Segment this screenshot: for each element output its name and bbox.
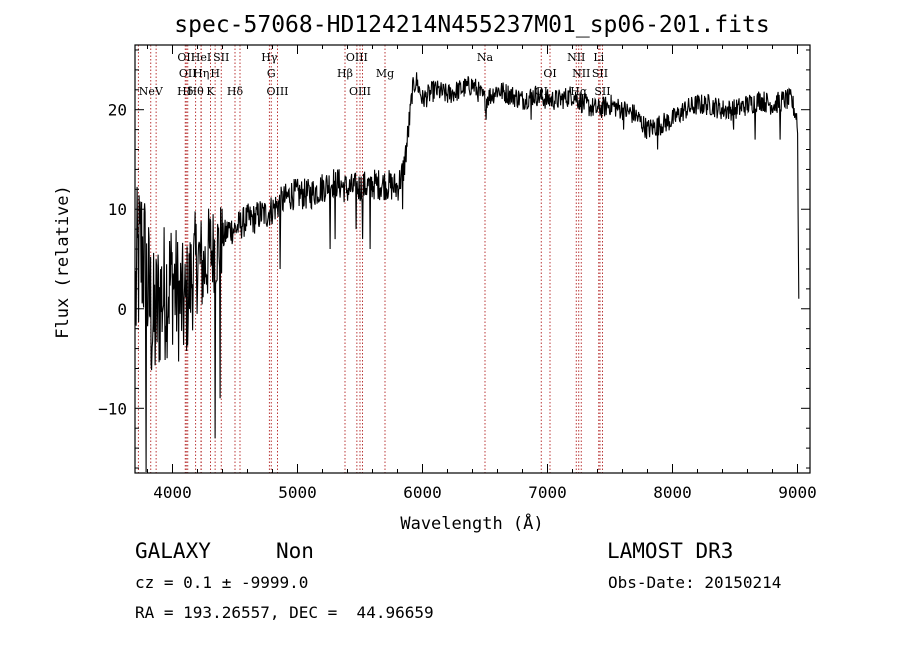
coordinates-readout: RA = 193.26557, DEC = 44.96659 — [135, 603, 434, 622]
spectral-line-label: SII — [594, 85, 610, 98]
spectral-line-label: H — [210, 67, 220, 80]
spectral-line-label: G — [267, 67, 276, 80]
spectral-line-label: OII — [179, 67, 197, 80]
spectral-line-label: SII — [592, 67, 608, 80]
plot-frame — [134, 44, 811, 474]
x-tick-label: 4000 — [153, 483, 192, 502]
spectral-line-label: Na — [477, 51, 494, 64]
survey-label: LAMOST DR3 — [607, 539, 734, 563]
spectral-line-label: NII — [572, 67, 590, 80]
spectral-line-label: NeV — [139, 85, 164, 98]
spectral-line-label: Li — [593, 51, 604, 64]
y-tick-label: 10 — [108, 200, 127, 219]
x-axis: 4000 5000 6000 7000 8000 9000 — [147, 45, 817, 502]
spectral-line-label: OIII — [346, 51, 368, 64]
spectral-line-label: Hθ — [188, 85, 205, 98]
y-axis-label: Flux (relative) — [53, 185, 73, 339]
spectral-line-labels: NeV Hδ OII OII Hθ HeI Hη KH SII Hδ Hγ G OIII Hβ OIII OI… — [139, 51, 611, 98]
spectral-line-label: Hδ — [177, 85, 194, 98]
redshift-readout: cz = 0.1 ± -9999.0 — [135, 573, 309, 592]
chart-title: spec-57068-HD124214N455237M01_sp06-201.f… — [174, 12, 769, 38]
spectral-line-label: Hγ — [261, 51, 278, 64]
y-axis: −10 0 10 20 — [98, 49, 810, 469]
x-tick-label: 8000 — [653, 483, 692, 502]
x-tick-label: 7000 — [528, 483, 567, 502]
spectral-line-label: OIII — [349, 85, 371, 98]
subclass-label: Non — [276, 539, 314, 563]
spectral-line-label: SII — [213, 51, 229, 64]
spectral-line-label: Hβ — [337, 67, 353, 80]
y-tick-label: −10 — [98, 399, 127, 418]
y-tick-label: 0 — [117, 300, 127, 319]
spectral-line-label: HeI — [191, 51, 211, 64]
spectral-line-label: NII — [567, 51, 585, 64]
x-tick-label: 5000 — [278, 483, 317, 502]
spectral-line-label: OI — [543, 67, 556, 80]
x-tick-label: 9000 — [778, 483, 817, 502]
spectral-line-label: OIII — [266, 85, 288, 98]
spectral-line-label: Hα — [570, 85, 588, 98]
spectral-line-label: Hδ — [227, 85, 244, 98]
classification-label: GALAXY — [135, 539, 211, 563]
spectral-line-label: Mg — [376, 67, 394, 80]
spectral-line-label: K — [206, 85, 215, 98]
observation-date: Obs-Date: 20150214 — [608, 573, 782, 592]
spectrum-series-line — [135, 72, 800, 473]
y-tick-label: 20 — [108, 101, 127, 120]
x-tick-label: 6000 — [403, 483, 442, 502]
spectral-line-label: OII — [177, 51, 195, 64]
x-axis-label: Wavelength (Å) — [400, 512, 543, 534]
spectral-line-label: Hη — [193, 67, 209, 80]
